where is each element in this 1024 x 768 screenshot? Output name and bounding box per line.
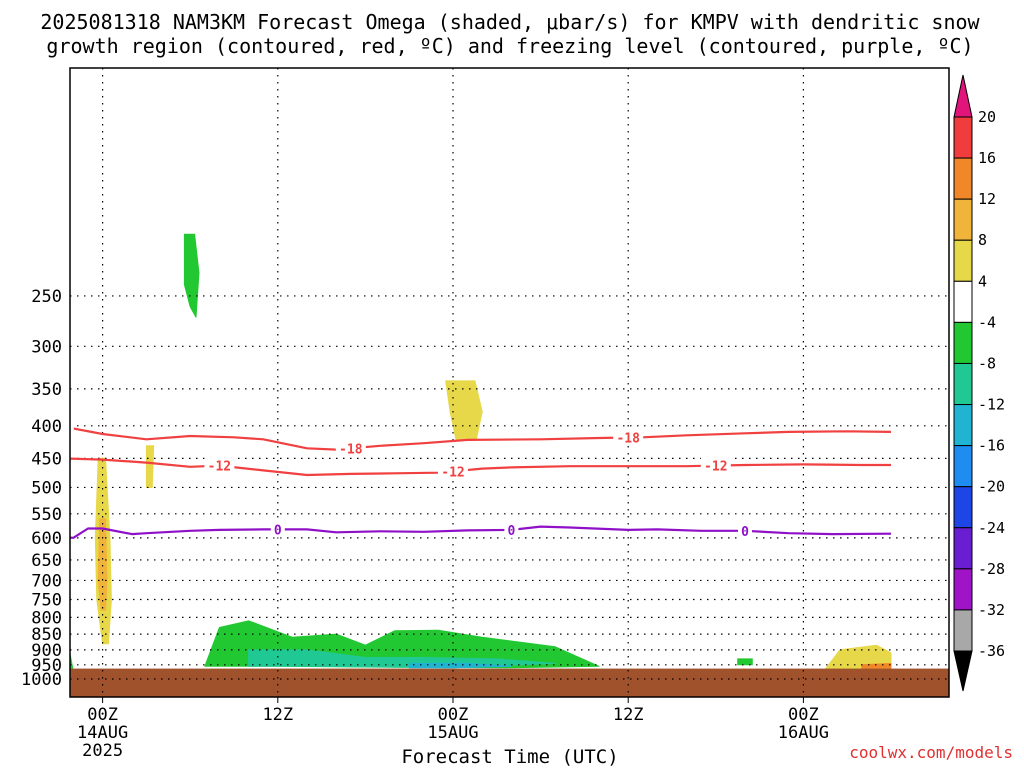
chart-title-line-2: growth region (contoured, red, ºC) and f…: [46, 34, 973, 58]
x-tick-label: 15AUG: [427, 723, 478, 743]
y-tick-label: 350: [31, 380, 62, 400]
contour--18: [70, 426, 892, 451]
colorbar-band: [953, 486, 973, 529]
omega-shading: [70, 233, 892, 673]
contour-label-bg: [504, 521, 519, 538]
contour-label-bg: [438, 463, 468, 480]
contour-label-bg: [70, 417, 74, 434]
x-tick-label: 12Z: [613, 705, 644, 725]
contour-label-bg: [204, 457, 235, 474]
y-tick-label: 750: [31, 591, 62, 611]
colorbar-label: -16: [978, 437, 1005, 455]
contour-lines: -18-18-18-12 -12 -120 0 0: [70, 417, 892, 540]
omega-region-17: [737, 658, 753, 666]
colorbar-band: [953, 445, 973, 488]
contour-label: 0: [274, 523, 282, 538]
colorbar-label: -4: [978, 313, 996, 331]
colorbar-band: [953, 116, 973, 159]
y-tick-label: 600: [31, 529, 62, 549]
contour-label-bg: [270, 521, 285, 538]
colorbar-label: -12: [978, 396, 1005, 414]
terrain-ground: [70, 668, 949, 697]
y-tick-label: 500: [31, 478, 62, 498]
omega-region-12: [183, 233, 200, 318]
contour-label: -12: [208, 460, 231, 475]
colorbar-band: [953, 404, 973, 447]
contour-label-bg: [613, 429, 644, 446]
colorbar-label: -36: [978, 642, 1005, 660]
colorbar-band: [953, 280, 973, 323]
y-tick-label: 1000: [21, 670, 62, 690]
omega-region-11: [145, 445, 155, 488]
chart-title-line-1: 2025081318 NAM3KM Forecast Omega (shaded…: [40, 10, 980, 34]
colorbar-label: -8: [978, 354, 996, 372]
contour-0: [70, 525, 892, 539]
colorbar-label: 12: [978, 190, 996, 208]
contour-label: -18: [339, 442, 363, 457]
contour-label-bg: [335, 440, 366, 457]
colorbar: 20 16 12 8 4 -4 -8 -12 -16 -20 -24 -28 -32 -36: [953, 74, 1005, 692]
y-tick-label: 450: [31, 449, 62, 469]
contour--12: [70, 457, 891, 477]
omega-region-16: [445, 380, 483, 440]
x-tick-label: 2025: [82, 741, 123, 761]
contour-label: -18: [616, 432, 640, 447]
y-tick-label: 250: [31, 287, 62, 307]
x-tick-label: 00Z: [438, 705, 469, 725]
colorbar-label: -32: [978, 601, 1005, 619]
colorbar-band: [953, 198, 973, 241]
colorbar-band: [953, 321, 973, 364]
colorbar-label: 8: [978, 231, 987, 249]
contour-label: -12: [441, 465, 464, 480]
x-tick-label: 16AUG: [778, 723, 829, 743]
x-tick-label: 00Z: [87, 705, 118, 725]
omega-region-10: [97, 518, 108, 611]
y-axis-ticks: 2503003504004505005506006507007508008509…: [21, 287, 62, 690]
colorbar-label: 20: [978, 108, 996, 126]
omega-region-18: [824, 644, 892, 670]
colorbar-label: -20: [978, 478, 1005, 496]
colorbar-band: [953, 527, 973, 570]
x-axis-label: Forecast Time (UTC): [401, 746, 618, 768]
terrain-fill: [70, 668, 949, 697]
contour-label: 0: [741, 525, 749, 540]
contour-label-bg: [738, 522, 752, 539]
y-tick-label: 800: [31, 608, 62, 628]
y-tick-label: 650: [31, 551, 62, 571]
colorbar-band: [953, 239, 973, 282]
y-tick-label: 700: [31, 571, 62, 591]
colorbar-band: [953, 157, 973, 200]
colorbar-top-arrow: [953, 74, 973, 118]
y-tick-label: 950: [31, 656, 62, 676]
colorbar-label: -28: [978, 560, 1005, 578]
colorbar-band: [953, 568, 973, 611]
colorbar-label: -24: [978, 519, 1005, 537]
omega-region-19: [861, 662, 892, 669]
colorbar-bottom-arrow: [953, 650, 973, 692]
colorbar-label: 4: [978, 272, 987, 290]
colorbar-label: 16: [978, 149, 996, 167]
x-tick-label: 14AUG: [77, 723, 128, 743]
y-tick-label: 850: [31, 625, 62, 645]
contour-label-bg: [700, 457, 731, 474]
credit-link[interactable]: coolwx.com/models: [849, 743, 1013, 762]
contour-label: 0: [507, 524, 515, 539]
omega-region-14: [248, 649, 556, 669]
y-tick-label: 900: [31, 641, 62, 661]
x-tick-label: 12Z: [262, 705, 293, 725]
y-tick-label: 550: [31, 505, 62, 525]
colorbar-band: [953, 362, 973, 406]
x-tick-label: 00Z: [788, 705, 819, 725]
grid-lines: [70, 68, 949, 697]
colorbar-band: [953, 609, 973, 652]
y-tick-label: 300: [31, 337, 62, 357]
plot-frame: [69, 67, 950, 698]
y-tick-label: 400: [31, 417, 62, 437]
contour-label: -12: [704, 460, 727, 475]
